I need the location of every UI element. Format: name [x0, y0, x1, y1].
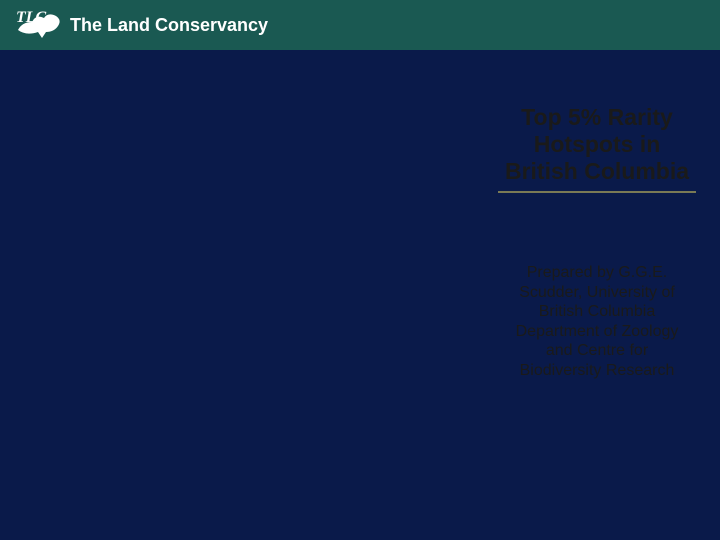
tlc-logo-icon: TLC: [12, 8, 64, 42]
logo-block: TLC The Land Conservancy: [12, 8, 268, 42]
logo-tlc-text: TLC: [16, 9, 47, 26]
slide-body: Prepared by G.G.E. Scudder, University o…: [498, 263, 696, 380]
slide-title: Top 5% Rarity Hotspots in British Columb…: [498, 104, 696, 193]
org-name: The Land Conservancy: [70, 15, 268, 36]
content-panel: Top 5% Rarity Hotspots in British Columb…: [498, 104, 696, 380]
header-bar: TLC The Land Conservancy: [0, 0, 720, 50]
